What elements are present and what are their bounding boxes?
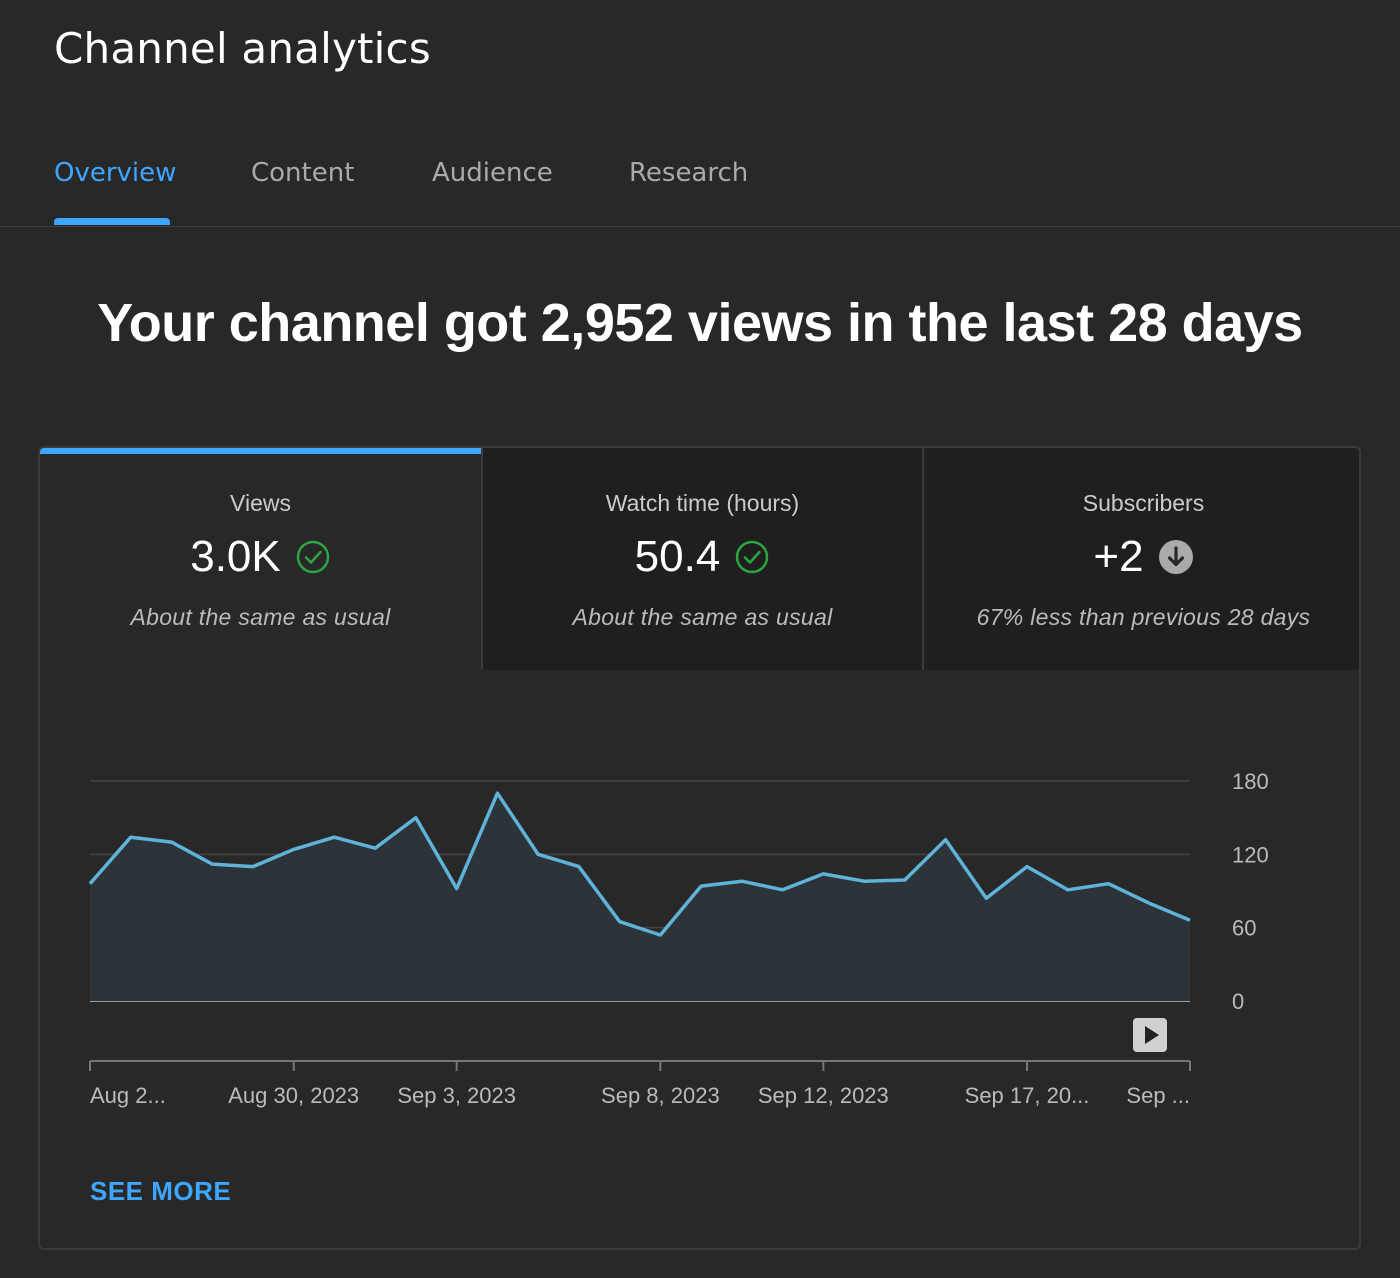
active-tab-indicator <box>54 218 170 225</box>
see-more-link[interactable]: SEE MORE <box>90 1176 232 1206</box>
metric-note: 67% less than previous 28 days <box>976 604 1311 630</box>
metric-watch-time[interactable]: Watch time (hours) 50.4 About the same a… <box>481 448 922 670</box>
summary-headline: Your channel got 2,952 views in the last… <box>97 293 1303 353</box>
overview-card: Views 3.0K About the same as usual Watch… <box>38 446 1361 1250</box>
metric-subscribers[interactable]: Subscribers +2 67% less than previous 28… <box>922 448 1359 670</box>
metric-label: Subscribers <box>1082 490 1205 516</box>
views-series-line <box>88 791 1191 937</box>
y-tick-label: 120 <box>1232 842 1269 867</box>
x-tick-label: Sep ... <box>1126 1083 1190 1108</box>
tab-overview[interactable]: Overview <box>54 158 177 188</box>
views-chart: 180 120 60 0 Aug 2... Aug 30, 2023 Sep 3, 202… <box>88 769 1269 1108</box>
x-tick-label: Aug 30, 2023 <box>228 1083 359 1108</box>
x-tick-label: Sep 17, 20... <box>965 1083 1090 1108</box>
x-tick-label: Sep 3, 2023 <box>397 1083 516 1108</box>
x-tick-label: Aug 2... <box>90 1083 166 1108</box>
tab-bar: Overview Content Audience Research <box>0 140 1400 227</box>
metric-value: +2 <box>1093 532 1144 581</box>
tab-content[interactable]: Content <box>251 158 355 188</box>
y-tick-label: 60 <box>1232 916 1256 941</box>
page-title: Channel analytics <box>54 24 431 73</box>
metric-value: 3.0K <box>190 532 281 581</box>
views-area-fill <box>90 793 1190 1001</box>
metric-value: 50.4 <box>634 532 721 581</box>
tab-audience[interactable]: Audience <box>432 158 553 188</box>
x-tick-label: Sep 8, 2023 <box>601 1083 720 1108</box>
check-circle-icon <box>736 540 769 574</box>
tab-research[interactable]: Research <box>629 158 749 188</box>
y-tick-label: 180 <box>1232 769 1269 794</box>
arrow-down-circle-icon <box>1158 540 1193 574</box>
metric-label: Views <box>230 490 291 516</box>
metric-views[interactable]: Views 3.0K About the same as usual <box>40 448 481 670</box>
check-circle-icon <box>296 540 329 574</box>
metric-note: About the same as usual <box>572 604 833 630</box>
y-tick-label: 0 <box>1232 989 1244 1014</box>
metric-note: About the same as usual <box>130 604 391 630</box>
metric-label: Watch time (hours) <box>605 490 800 516</box>
x-tick-label: Sep 12, 2023 <box>758 1083 889 1108</box>
play-icon[interactable] <box>1133 1018 1167 1052</box>
